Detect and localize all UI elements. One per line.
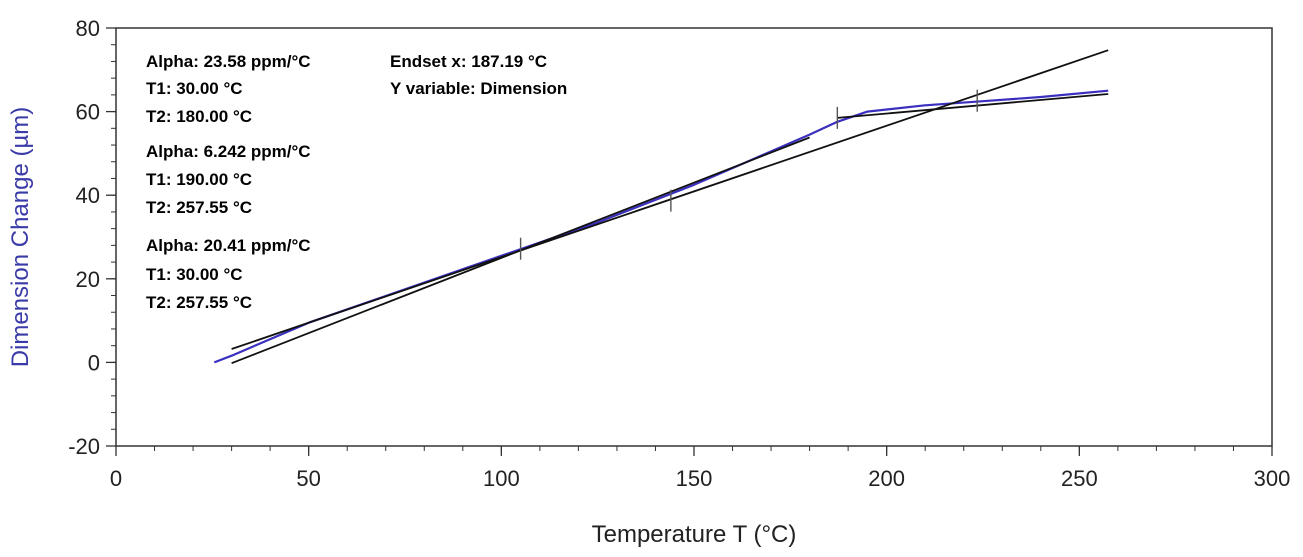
- annotation-t2-1: T2: 180.00 °C: [146, 107, 252, 126]
- marker-layer: [519, 89, 978, 260]
- annotation-block: Alpha: 23.58 ppm/°C T1: 30.00 °C T2: 180…: [146, 52, 567, 312]
- annotation-t1-2: T1: 190.00 °C: [146, 170, 252, 189]
- x-tick-label: 100: [483, 466, 520, 491]
- y-tick-labels: -20 0 20 40 60 80: [68, 16, 100, 459]
- y-tick-label: 20: [76, 267, 100, 292]
- plot-area: [115, 27, 1273, 447]
- annotation-alpha-1: Alpha: 23.58 ppm/°C: [146, 52, 311, 71]
- x-axis-title: Temperature T (°C): [592, 521, 797, 548]
- y-tick-label: 40: [76, 183, 100, 208]
- annotation-alpha-2: Alpha: 6.242 ppm/°C: [146, 142, 311, 161]
- x-tick-label: 50: [296, 466, 320, 491]
- x-tick-label: 200: [868, 466, 905, 491]
- major-ticks: [106, 27, 1273, 456]
- annotation-t2-2: T2: 257.55 °C: [146, 198, 252, 217]
- x-tick-labels: 0 50 100 150 200 250 300: [110, 466, 1290, 491]
- y-tick-label: 80: [76, 16, 100, 41]
- x-tick-label: 150: [676, 466, 713, 491]
- annotation-y-variable: Y variable: Dimension: [390, 79, 567, 98]
- fit-line-2: [837, 93, 1109, 119]
- annotation-alpha-3: Alpha: 20.41 ppm/°C: [146, 236, 311, 255]
- x-tick-label: 0: [110, 466, 122, 491]
- fit-line-3: [231, 49, 1109, 350]
- x-tick-label: 300: [1254, 466, 1291, 491]
- x-tick-label: 250: [1061, 466, 1098, 491]
- y-tick-label: 0: [88, 350, 100, 375]
- series-layer: [213, 49, 1109, 365]
- annotation-endset: Endset x: 187.19 °C: [390, 52, 547, 71]
- y-tick-label: 60: [76, 100, 100, 125]
- annotation-t2-3: T2: 257.55 °C: [146, 293, 252, 312]
- annotation-t1-1: T1: 30.00 °C: [146, 79, 243, 98]
- y-axis-title: Dimension Change (µm): [7, 107, 34, 368]
- annotation-t1-3: T1: 30.00 °C: [146, 265, 243, 284]
- y-tick-label: -20: [68, 434, 100, 459]
